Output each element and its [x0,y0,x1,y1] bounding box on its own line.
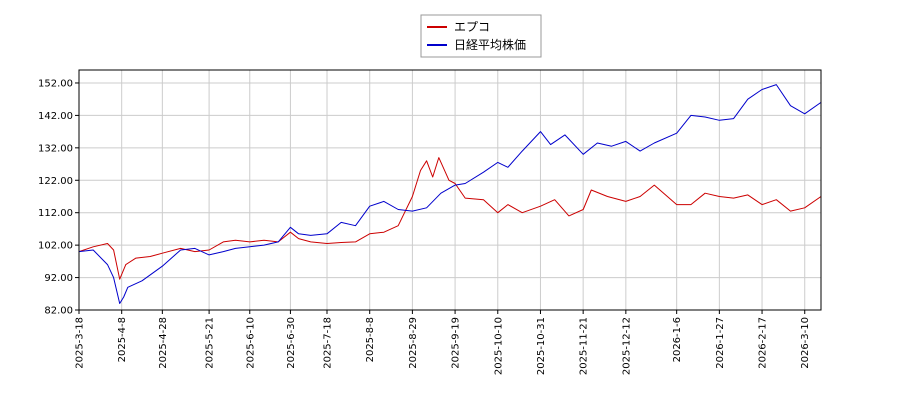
grid-layer [78,70,821,311]
x-tick-label: 2025-10-31 [536,317,547,375]
y-tick-label: 102.00 [38,241,73,252]
x-tick-label: 2025-6-10 [245,317,256,369]
y-tick-label: 152.00 [38,78,73,89]
legend-box [420,14,542,58]
x-tick-label: 2025-4-28 [158,317,169,369]
series-line-1 [78,157,822,280]
y-tick-label: 142.00 [38,111,73,122]
x-tick-label: 2026-1-27 [715,317,726,369]
x-tick-label: 2025-12-12 [621,317,632,375]
x-tick-label: 2025-9-19 [451,317,462,369]
y-tick-label: 82.00 [44,306,73,317]
x-tick-label: 2025-3-18 [75,317,86,369]
series-line-2 [78,84,822,304]
x-tick-label: 2026-1-6 [672,317,683,362]
axis-layer: 82.00 92.00 102.00 112.00 122.00 132.00 142.00… [38,69,822,375]
legend-label-2: 日経平均株価 [454,37,526,52]
x-tick-label: 2025-5-21 [205,317,216,369]
x-tick-label: 2025-8-29 [408,317,419,369]
y-tick-label: 92.00 [44,273,73,284]
x-tick-label: 2025-4-8 [117,317,128,362]
x-tick-label: 2026-3-10 [800,317,811,369]
legend-label-1: エプコ [454,20,490,34]
x-tick-label: 2025-11-21 [579,317,590,375]
x-tick-label: 2025-6-30 [286,317,297,369]
y-tick-label: 122.00 [38,176,73,187]
y-tick-label: 132.00 [38,143,73,154]
series-layer [78,84,822,304]
x-tick-label: 2025-7-18 [323,317,334,369]
x-tick-label: 2025-10-10 [493,317,504,375]
x-tick-label: 2026-2-17 [758,317,769,369]
x-tick-label: 2025-8-8 [365,317,376,362]
y-tick-label: 112.00 [38,208,73,219]
plot-frame [78,69,822,311]
